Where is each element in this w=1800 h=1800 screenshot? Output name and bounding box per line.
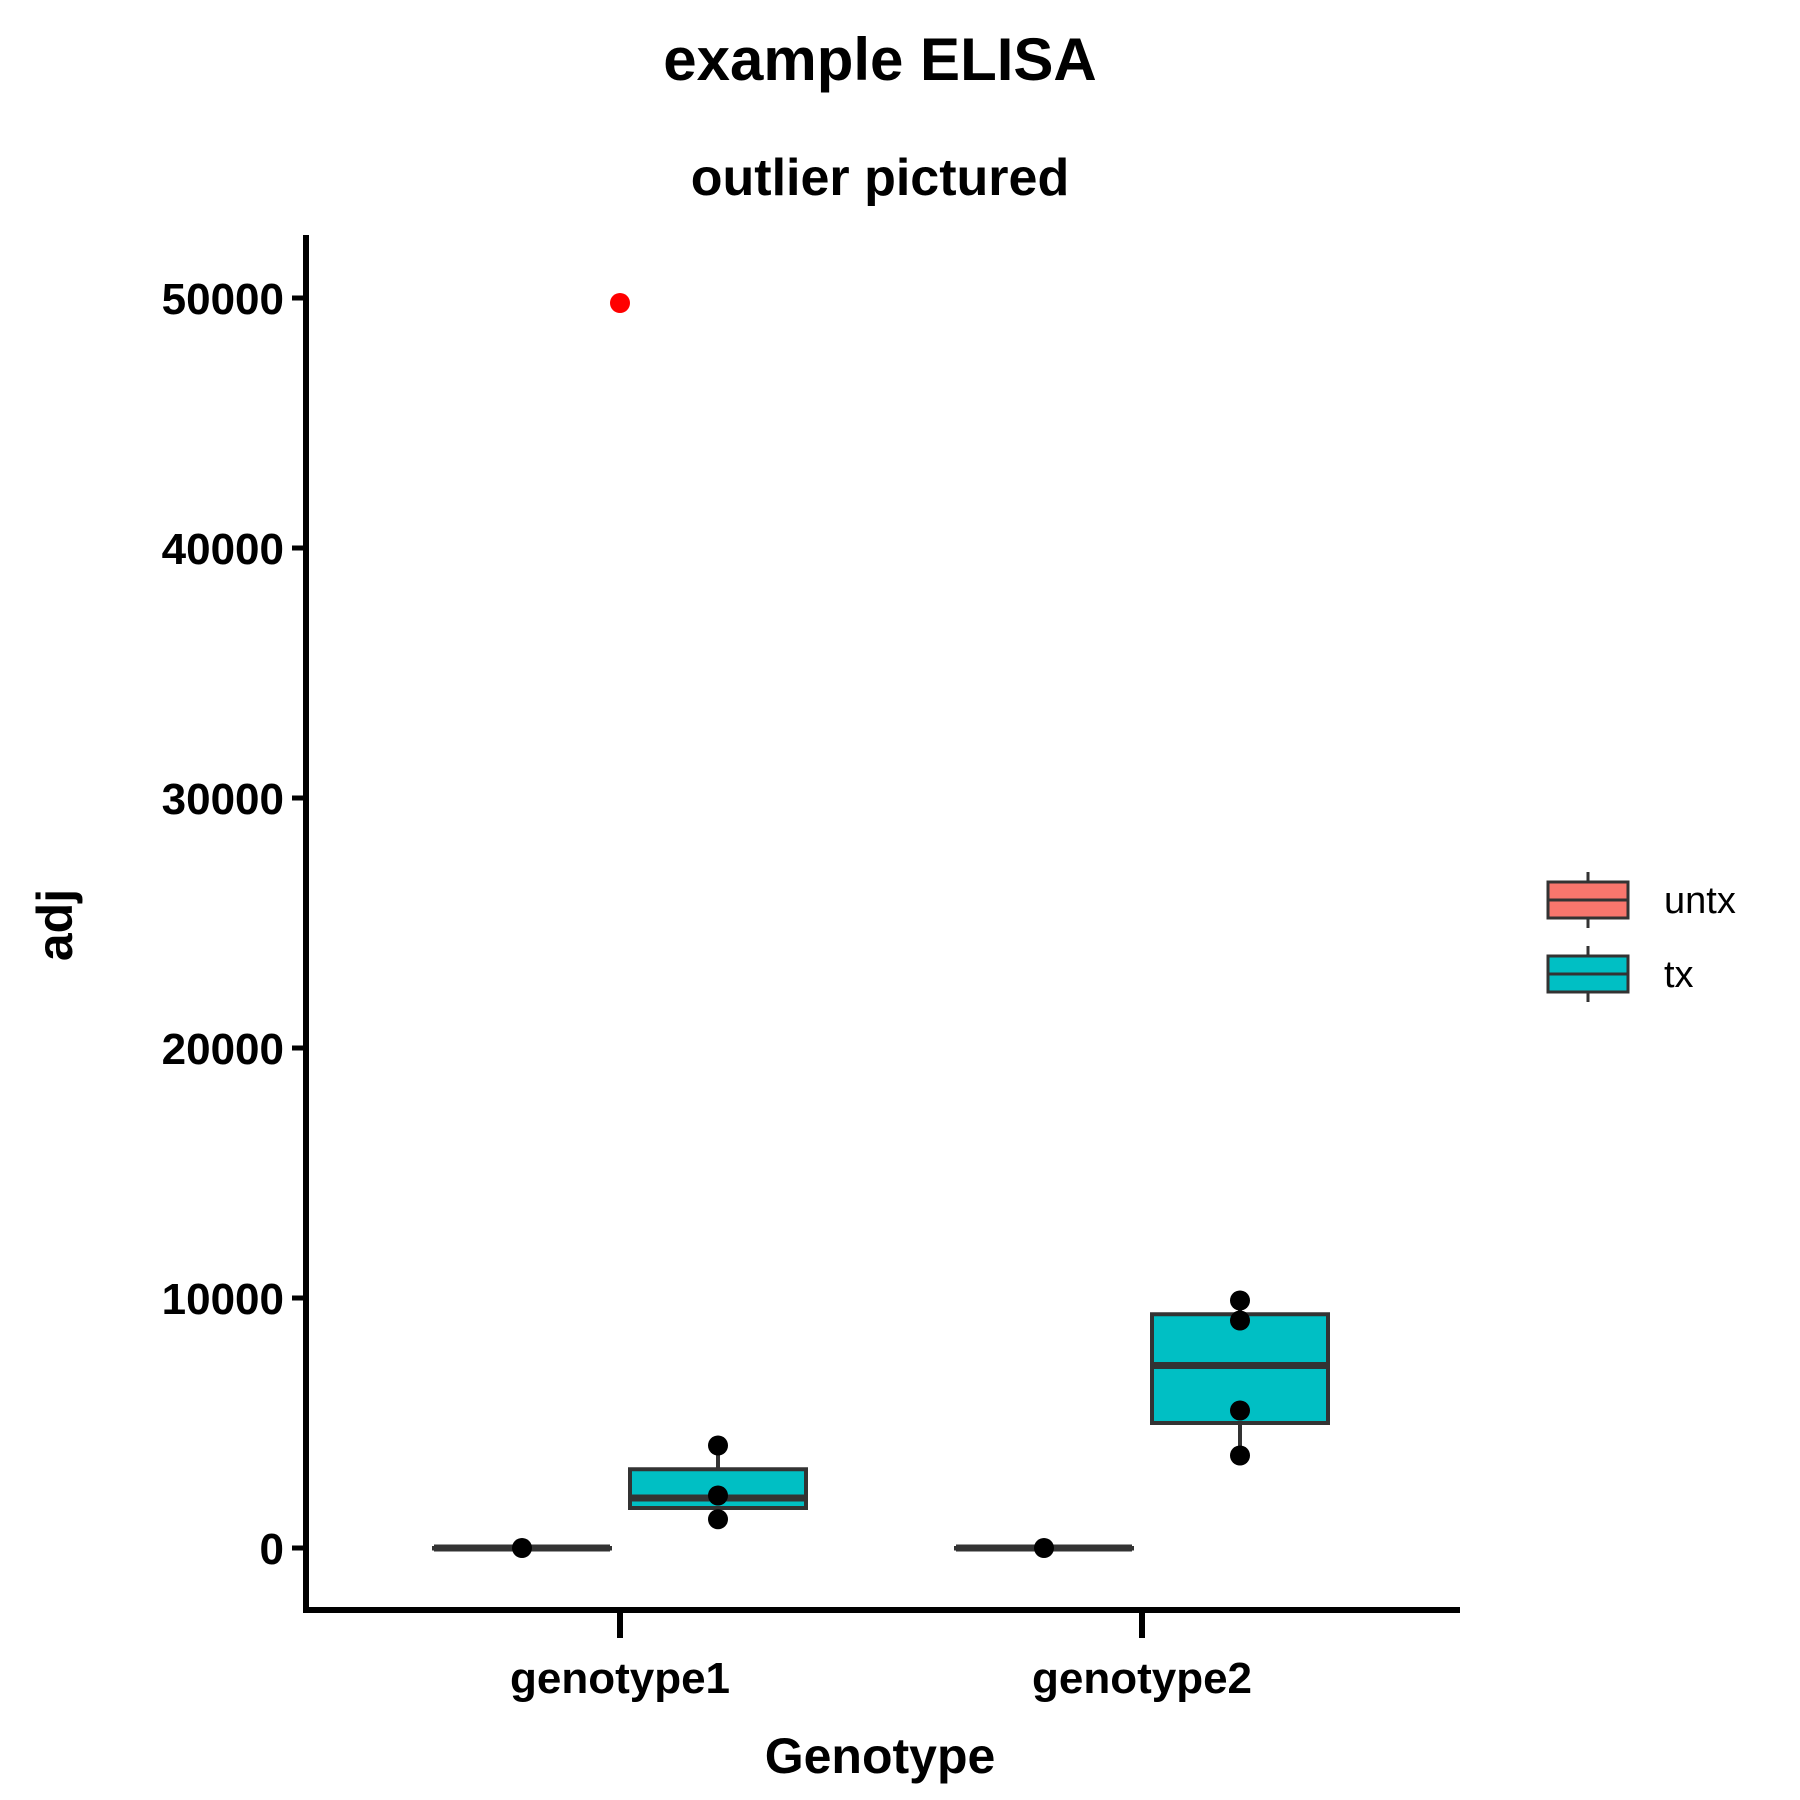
data-points xyxy=(512,293,1250,1558)
y-tick-label: 20000 xyxy=(162,1025,284,1074)
x-tick-label: genotype2 xyxy=(1032,1654,1252,1703)
x-axis-title: Genotype xyxy=(765,1728,996,1784)
data-point xyxy=(708,1485,728,1506)
y-axis-title: adj xyxy=(27,889,83,961)
data-point xyxy=(708,1435,728,1456)
data-point xyxy=(1230,1310,1250,1331)
box-plots xyxy=(432,1300,1330,1552)
y-tick-label: 30000 xyxy=(162,775,284,824)
data-point xyxy=(708,1509,728,1530)
legend-label: untx xyxy=(1664,880,1736,922)
y-tick-label: 50000 xyxy=(162,275,284,324)
chart-subtitle: outlier pictured xyxy=(691,149,1069,207)
chart-title: example ELISA xyxy=(663,26,1097,93)
data-point xyxy=(1034,1538,1054,1558)
data-point xyxy=(1230,1400,1250,1421)
data-point xyxy=(1230,1445,1250,1466)
y-tick-label: 10000 xyxy=(162,1275,284,1324)
y-tick-label: 0 xyxy=(260,1525,284,1574)
data-point xyxy=(1230,1290,1250,1311)
legend-label: tx xyxy=(1664,954,1694,996)
data-point xyxy=(512,1538,532,1558)
x-tick-label: genotype1 xyxy=(510,1654,730,1703)
outlier-point xyxy=(610,293,630,313)
legend-item: tx xyxy=(1546,946,1694,1002)
y-axis-ticks: 0 10000 20000 30000 40000 50000 xyxy=(162,275,306,1574)
x-axis-ticks: genotype1 genotype2 xyxy=(510,1610,1252,1703)
legend: untx tx xyxy=(1546,872,1736,1002)
y-tick-label: 40000 xyxy=(162,525,284,574)
legend-item: untx xyxy=(1546,872,1736,928)
